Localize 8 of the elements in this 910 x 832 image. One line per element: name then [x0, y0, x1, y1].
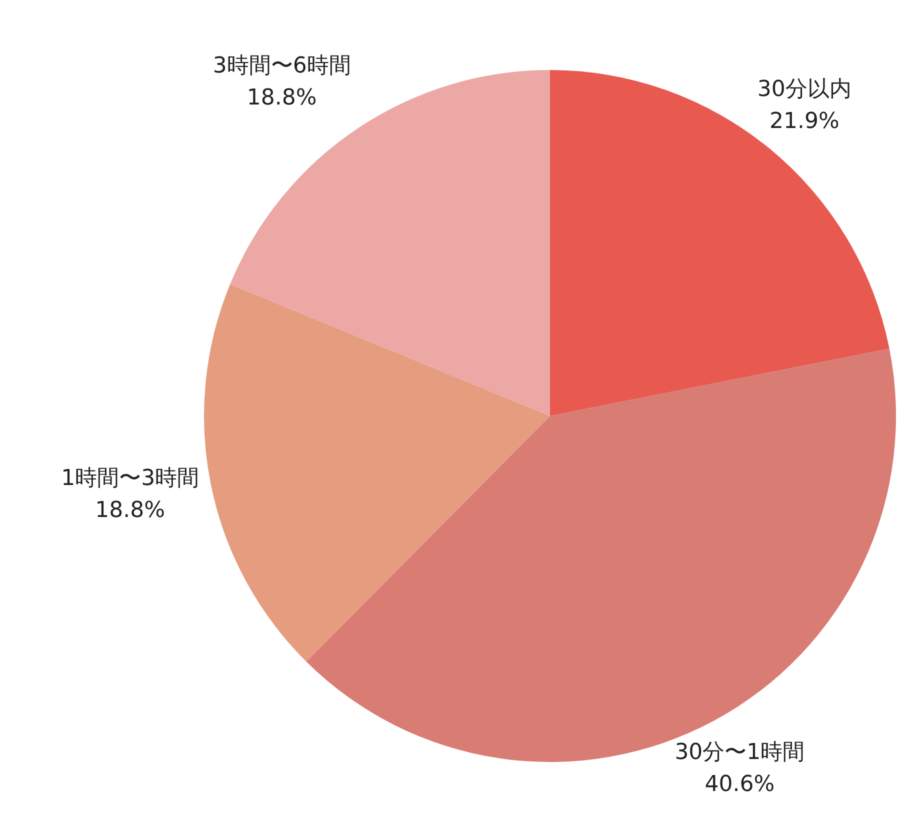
- data-label: 18.8%: [95, 498, 166, 524]
- data-label: 40.6%: [704, 772, 775, 798]
- slice-label: 30分〜1時間: [674, 740, 805, 766]
- slice-label: 30分以内: [757, 76, 852, 102]
- data-label: 21.9%: [769, 108, 840, 134]
- slice-label: 3時間〜6時間: [212, 54, 351, 79]
- slice-label: 1時間〜3時間: [61, 466, 200, 492]
- data-label: 18.8%: [246, 86, 317, 111]
